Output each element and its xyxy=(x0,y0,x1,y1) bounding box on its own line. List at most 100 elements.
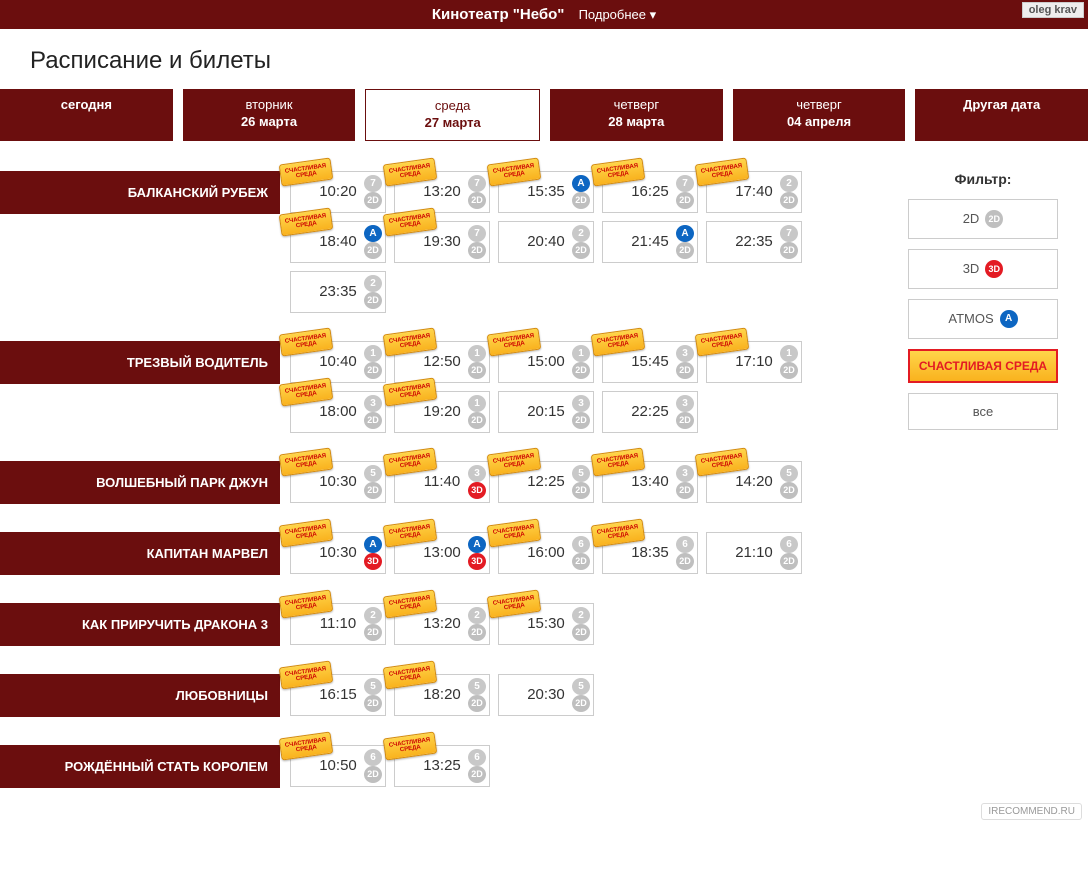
hall-badge: 6 xyxy=(676,536,694,553)
movie-title[interactable]: ТРЕЗВЫЙ ВОДИТЕЛЬ xyxy=(0,341,280,384)
showtime[interactable]: СЧАСТЛИВАЯ СРЕДА16:0062D xyxy=(498,532,594,574)
hall-badge: 2 xyxy=(572,225,590,242)
showtime[interactable]: СЧАСТЛИВАЯ СРЕДА16:1552D xyxy=(290,674,386,716)
showtime[interactable]: СЧАСТЛИВАЯ СРЕДА10:2072D xyxy=(290,171,386,213)
hall-badge: 6 xyxy=(468,749,486,766)
showtime[interactable]: СЧАСТЛИВАЯ СРЕДА15:4532D xyxy=(602,341,698,383)
format-badge: 2D xyxy=(676,482,694,499)
showtime[interactable]: СЧАСТЛИВАЯ СРЕДА13:2562D xyxy=(394,745,490,787)
showtime[interactable]: 22:3572D xyxy=(706,221,802,263)
showtime[interactable]: СЧАСТЛИВАЯ СРЕДА13:4032D xyxy=(602,461,698,503)
promo-tag-icon: СЧАСТЛИВАЯ СРЕДА xyxy=(591,518,646,547)
hall-badge: 6 xyxy=(572,536,590,553)
hall-badge: 1 xyxy=(780,345,798,362)
date-tab-3[interactable]: четверг28 марта xyxy=(550,89,723,141)
movie-title[interactable]: КАК ПРИРУЧИТЬ ДРАКОНА 3 xyxy=(0,603,280,646)
format-badge: 2D xyxy=(780,482,798,499)
showtime[interactable]: СЧАСТЛИВАЯ СРЕДА11:1022D xyxy=(290,603,386,645)
promo-tag-icon: СЧАСТЛИВАЯ СРЕДА xyxy=(487,447,542,476)
showtime[interactable]: СЧАСТЛИВАЯ СРЕДА12:2552D xyxy=(498,461,594,503)
movie-title[interactable]: БАЛКАНСКИЙ РУБЕЖ xyxy=(0,171,280,214)
showtime[interactable]: 21:45A2D xyxy=(602,221,698,263)
promo-tag-icon: СЧАСТЛИВАЯ СРЕДА xyxy=(279,447,334,476)
promo-tag-icon: СЧАСТЛИВАЯ СРЕДА xyxy=(383,518,438,547)
date-tab-0[interactable]: сегодня xyxy=(0,89,173,141)
promo-tag-icon: СЧАСТЛИВАЯ СРЕДА xyxy=(383,660,438,689)
showtime[interactable]: 21:1062D xyxy=(706,532,802,574)
hall-badge: 7 xyxy=(780,225,798,242)
showtime[interactable]: 20:3052D xyxy=(498,674,594,716)
showtime[interactable]: СЧАСТЛИВАЯ СРЕДА12:5012D xyxy=(394,341,490,383)
showtime[interactable]: 23:3522D xyxy=(290,271,386,313)
showtime[interactable]: СЧАСТЛИВАЯ СРЕДА13:2072D xyxy=(394,171,490,213)
showtime[interactable]: 20:4022D xyxy=(498,221,594,263)
promo-tag-icon: СЧАСТЛИВАЯ СРЕДА xyxy=(695,157,750,186)
date-tab-1[interactable]: вторник26 марта xyxy=(183,89,356,141)
hall-badge: 5 xyxy=(468,678,486,695)
filter-all[interactable]: все xyxy=(908,393,1058,430)
fmt-3d-icon: 3D xyxy=(985,260,1003,278)
showtime[interactable]: СЧАСТЛИВАЯ СРЕДА18:40A2D xyxy=(290,221,386,263)
hall-badge: 2 xyxy=(572,607,590,624)
format-badge: 2D xyxy=(364,766,382,783)
showtime[interactable]: СЧАСТЛИВАЯ СРЕДА10:4012D xyxy=(290,341,386,383)
more-link[interactable]: Подробнее ▾ xyxy=(579,7,657,22)
hall-badge: 2 xyxy=(364,275,382,292)
showtime[interactable]: СЧАСТЛИВАЯ СРЕДА19:2012D xyxy=(394,391,490,433)
promo-tag-icon: СЧАСТЛИВАЯ СРЕДА xyxy=(487,157,542,186)
filter-sidebar: Фильтр: 2D2D3D3DATMOSA СЧАСТЛИВАЯ СРЕДА … xyxy=(908,171,1058,816)
showtime[interactable]: СЧАСТЛИВАЯ СРЕДА15:0012D xyxy=(498,341,594,383)
filter-title: Фильтр: xyxy=(908,171,1058,187)
showtime[interactable]: СЧАСТЛИВАЯ СРЕДА10:5062D xyxy=(290,745,386,787)
movie-title[interactable]: РОЖДЁННЫЙ СТАТЬ КОРОЛЕМ xyxy=(0,745,280,788)
hall-badge: 5 xyxy=(780,465,798,482)
format-badge: 2D xyxy=(572,412,590,429)
filter-promo[interactable]: СЧАСТЛИВАЯ СРЕДА xyxy=(908,349,1058,383)
filter-atmos[interactable]: ATMOSA xyxy=(908,299,1058,339)
showtime[interactable]: СЧАСТЛИВАЯ СРЕДА18:0032D xyxy=(290,391,386,433)
format-badge: 2D xyxy=(572,242,590,259)
showtime[interactable]: СЧАСТЛИВАЯ СРЕДА18:2052D xyxy=(394,674,490,716)
showtime[interactable]: 20:1532D xyxy=(498,391,594,433)
movie-title[interactable]: ЛЮБОВНИЦЫ xyxy=(0,674,280,717)
showtime[interactable]: СЧАСТЛИВАЯ СРЕДА17:4022D xyxy=(706,171,802,213)
showtime[interactable]: СЧАСТЛИВАЯ СРЕДА10:30A3D xyxy=(290,532,386,574)
movie-title[interactable]: КАПИТАН МАРВЕЛ xyxy=(0,532,280,575)
promo-tag-icon: СЧАСТЛИВАЯ СРЕДА xyxy=(383,377,438,406)
showtime[interactable]: 22:2532D xyxy=(602,391,698,433)
movie-title[interactable]: ВОЛШЕБНЫЙ ПАРК ДЖУН xyxy=(0,461,280,504)
showtime[interactable]: СЧАСТЛИВАЯ СРЕДА19:3072D xyxy=(394,221,490,263)
promo-tag-icon: СЧАСТЛИВАЯ СРЕДА xyxy=(383,447,438,476)
hall-badge: 5 xyxy=(572,678,590,695)
hall-badge: 2 xyxy=(468,607,486,624)
filter-3d[interactable]: 3D3D xyxy=(908,249,1058,289)
showtime[interactable]: СЧАСТЛИВАЯ СРЕДА16:2572D xyxy=(602,171,698,213)
format-badge: 2D xyxy=(676,242,694,259)
date-tab-4[interactable]: четверг04 апреля xyxy=(733,89,906,141)
showtime[interactable]: СЧАСТЛИВАЯ СРЕДА11:4033D xyxy=(394,461,490,503)
showtime[interactable]: СЧАСТЛИВАЯ СРЕДА18:3562D xyxy=(602,532,698,574)
hall-badge: 3 xyxy=(572,395,590,412)
showtime[interactable]: СЧАСТЛИВАЯ СРЕДА13:00A3D xyxy=(394,532,490,574)
format-badge: 3D xyxy=(468,482,486,499)
filter-2d[interactable]: 2D2D xyxy=(908,199,1058,239)
format-badge: 2D xyxy=(468,192,486,209)
format-badge: 2D xyxy=(780,242,798,259)
format-badge: 2D xyxy=(780,192,798,209)
format-badge: 2D xyxy=(676,192,694,209)
date-tab-5[interactable]: Другая дата xyxy=(915,89,1088,141)
showtime[interactable]: СЧАСТЛИВАЯ СРЕДА13:2022D xyxy=(394,603,490,645)
showtime[interactable]: СЧАСТЛИВАЯ СРЕДА15:35A2D xyxy=(498,171,594,213)
format-badge: 2D xyxy=(364,482,382,499)
promo-tag-icon: СЧАСТЛИВАЯ СРЕДА xyxy=(383,207,438,236)
format-badge: 2D xyxy=(364,412,382,429)
schedule: БАЛКАНСКИЙ РУБЕЖСЧАСТЛИВАЯ СРЕДА10:2072D… xyxy=(0,171,878,816)
format-badge: 2D xyxy=(364,695,382,712)
hall-badge: 5 xyxy=(364,678,382,695)
hall-badge: 1 xyxy=(572,345,590,362)
showtime[interactable]: СЧАСТЛИВАЯ СРЕДА10:3052D xyxy=(290,461,386,503)
date-tab-2[interactable]: среда27 марта xyxy=(365,89,540,141)
showtime[interactable]: СЧАСТЛИВАЯ СРЕДА17:1012D xyxy=(706,341,802,383)
showtime[interactable]: СЧАСТЛИВАЯ СРЕДА14:2052D xyxy=(706,461,802,503)
showtime[interactable]: СЧАСТЛИВАЯ СРЕДА15:3022D xyxy=(498,603,594,645)
